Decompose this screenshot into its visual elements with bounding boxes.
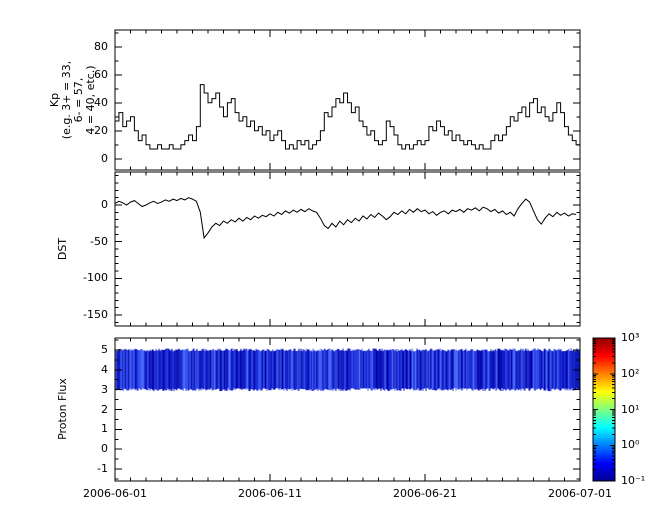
dst-y-tick-label: 0 <box>101 198 108 211</box>
kp-y-tick-label: 80 <box>94 39 108 53</box>
x-tick-label: 2006-06-11 <box>238 487 302 500</box>
proton-y-tick-label: 0 <box>101 442 108 456</box>
proton-y-tick-label: 3 <box>101 382 108 396</box>
dst-y-tick-label: -50 <box>90 234 108 248</box>
proton-panel <box>114 337 581 482</box>
kp-series-line <box>115 84 580 150</box>
proton-y-tick-label: 5 <box>101 342 108 356</box>
y-tick-labels: 0 20 40 60 80 0 -50 -100 -150 -1 0 1 2 3 4 5 <box>0 0 108 523</box>
colorbar-tick-label: 10² <box>621 366 640 380</box>
proton-y-tick-label: -1 <box>97 462 108 476</box>
dst-y-tick-label: -150 <box>83 308 108 321</box>
dst-panel <box>114 171 581 327</box>
kp-y-tick-label: 40 <box>94 95 108 109</box>
x-tick-label: 2006-06-01 <box>83 487 147 500</box>
kp-y-tick-label: 20 <box>94 123 108 137</box>
x-tick-label: 2006-07-01 <box>548 487 612 500</box>
colorbar-tick-label: 10⁰ <box>621 438 640 452</box>
kp-y-tick-label: 60 <box>94 67 108 81</box>
x-tick-label: 2006-06-21 <box>393 487 457 500</box>
dst-y-tick-label: -100 <box>83 271 108 285</box>
kp-y-tick-label: 0 <box>101 151 108 165</box>
colorbar-tick-label: 10¹ <box>621 402 640 416</box>
colorbar-tick-label: 10³ <box>621 331 640 344</box>
proton-flux-band <box>114 348 581 392</box>
dst-frame <box>114 171 581 327</box>
kp-panel <box>114 29 581 171</box>
proton-y-tick-label: 2 <box>101 402 108 416</box>
proton-y-tick-label: 4 <box>101 362 108 376</box>
proton-y-tick-label: 1 <box>101 422 108 436</box>
colorbar-tick-label: 10⁻¹ <box>621 474 646 487</box>
dst-series-line <box>114 197 577 240</box>
